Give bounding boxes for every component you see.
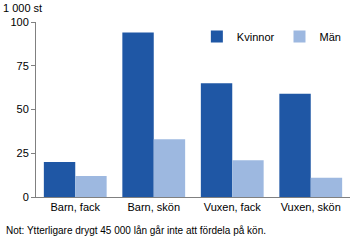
- svg-text:75: 75: [17, 60, 29, 72]
- svg-text:50: 50: [17, 103, 29, 115]
- svg-text:Barn, fack: Barn, fack: [50, 201, 100, 213]
- svg-text:1 000 st: 1 000 st: [3, 2, 42, 14]
- svg-text:Vuxen, skön: Vuxen, skön: [281, 201, 341, 213]
- svg-text:100: 100: [10, 16, 28, 28]
- svg-text:25: 25: [17, 147, 29, 159]
- svg-text:Barn, skön: Barn, skön: [127, 201, 180, 213]
- svg-text:Not: Ytterligare drygt 45 000: Not: Ytterligare drygt 45 000 lån går in…: [6, 225, 266, 236]
- svg-text:Män: Män: [319, 31, 340, 43]
- svg-text:Kvinnor: Kvinnor: [237, 31, 275, 43]
- svg-text:0: 0: [23, 191, 29, 203]
- svg-text:Vuxen, fack: Vuxen, fack: [204, 201, 262, 213]
